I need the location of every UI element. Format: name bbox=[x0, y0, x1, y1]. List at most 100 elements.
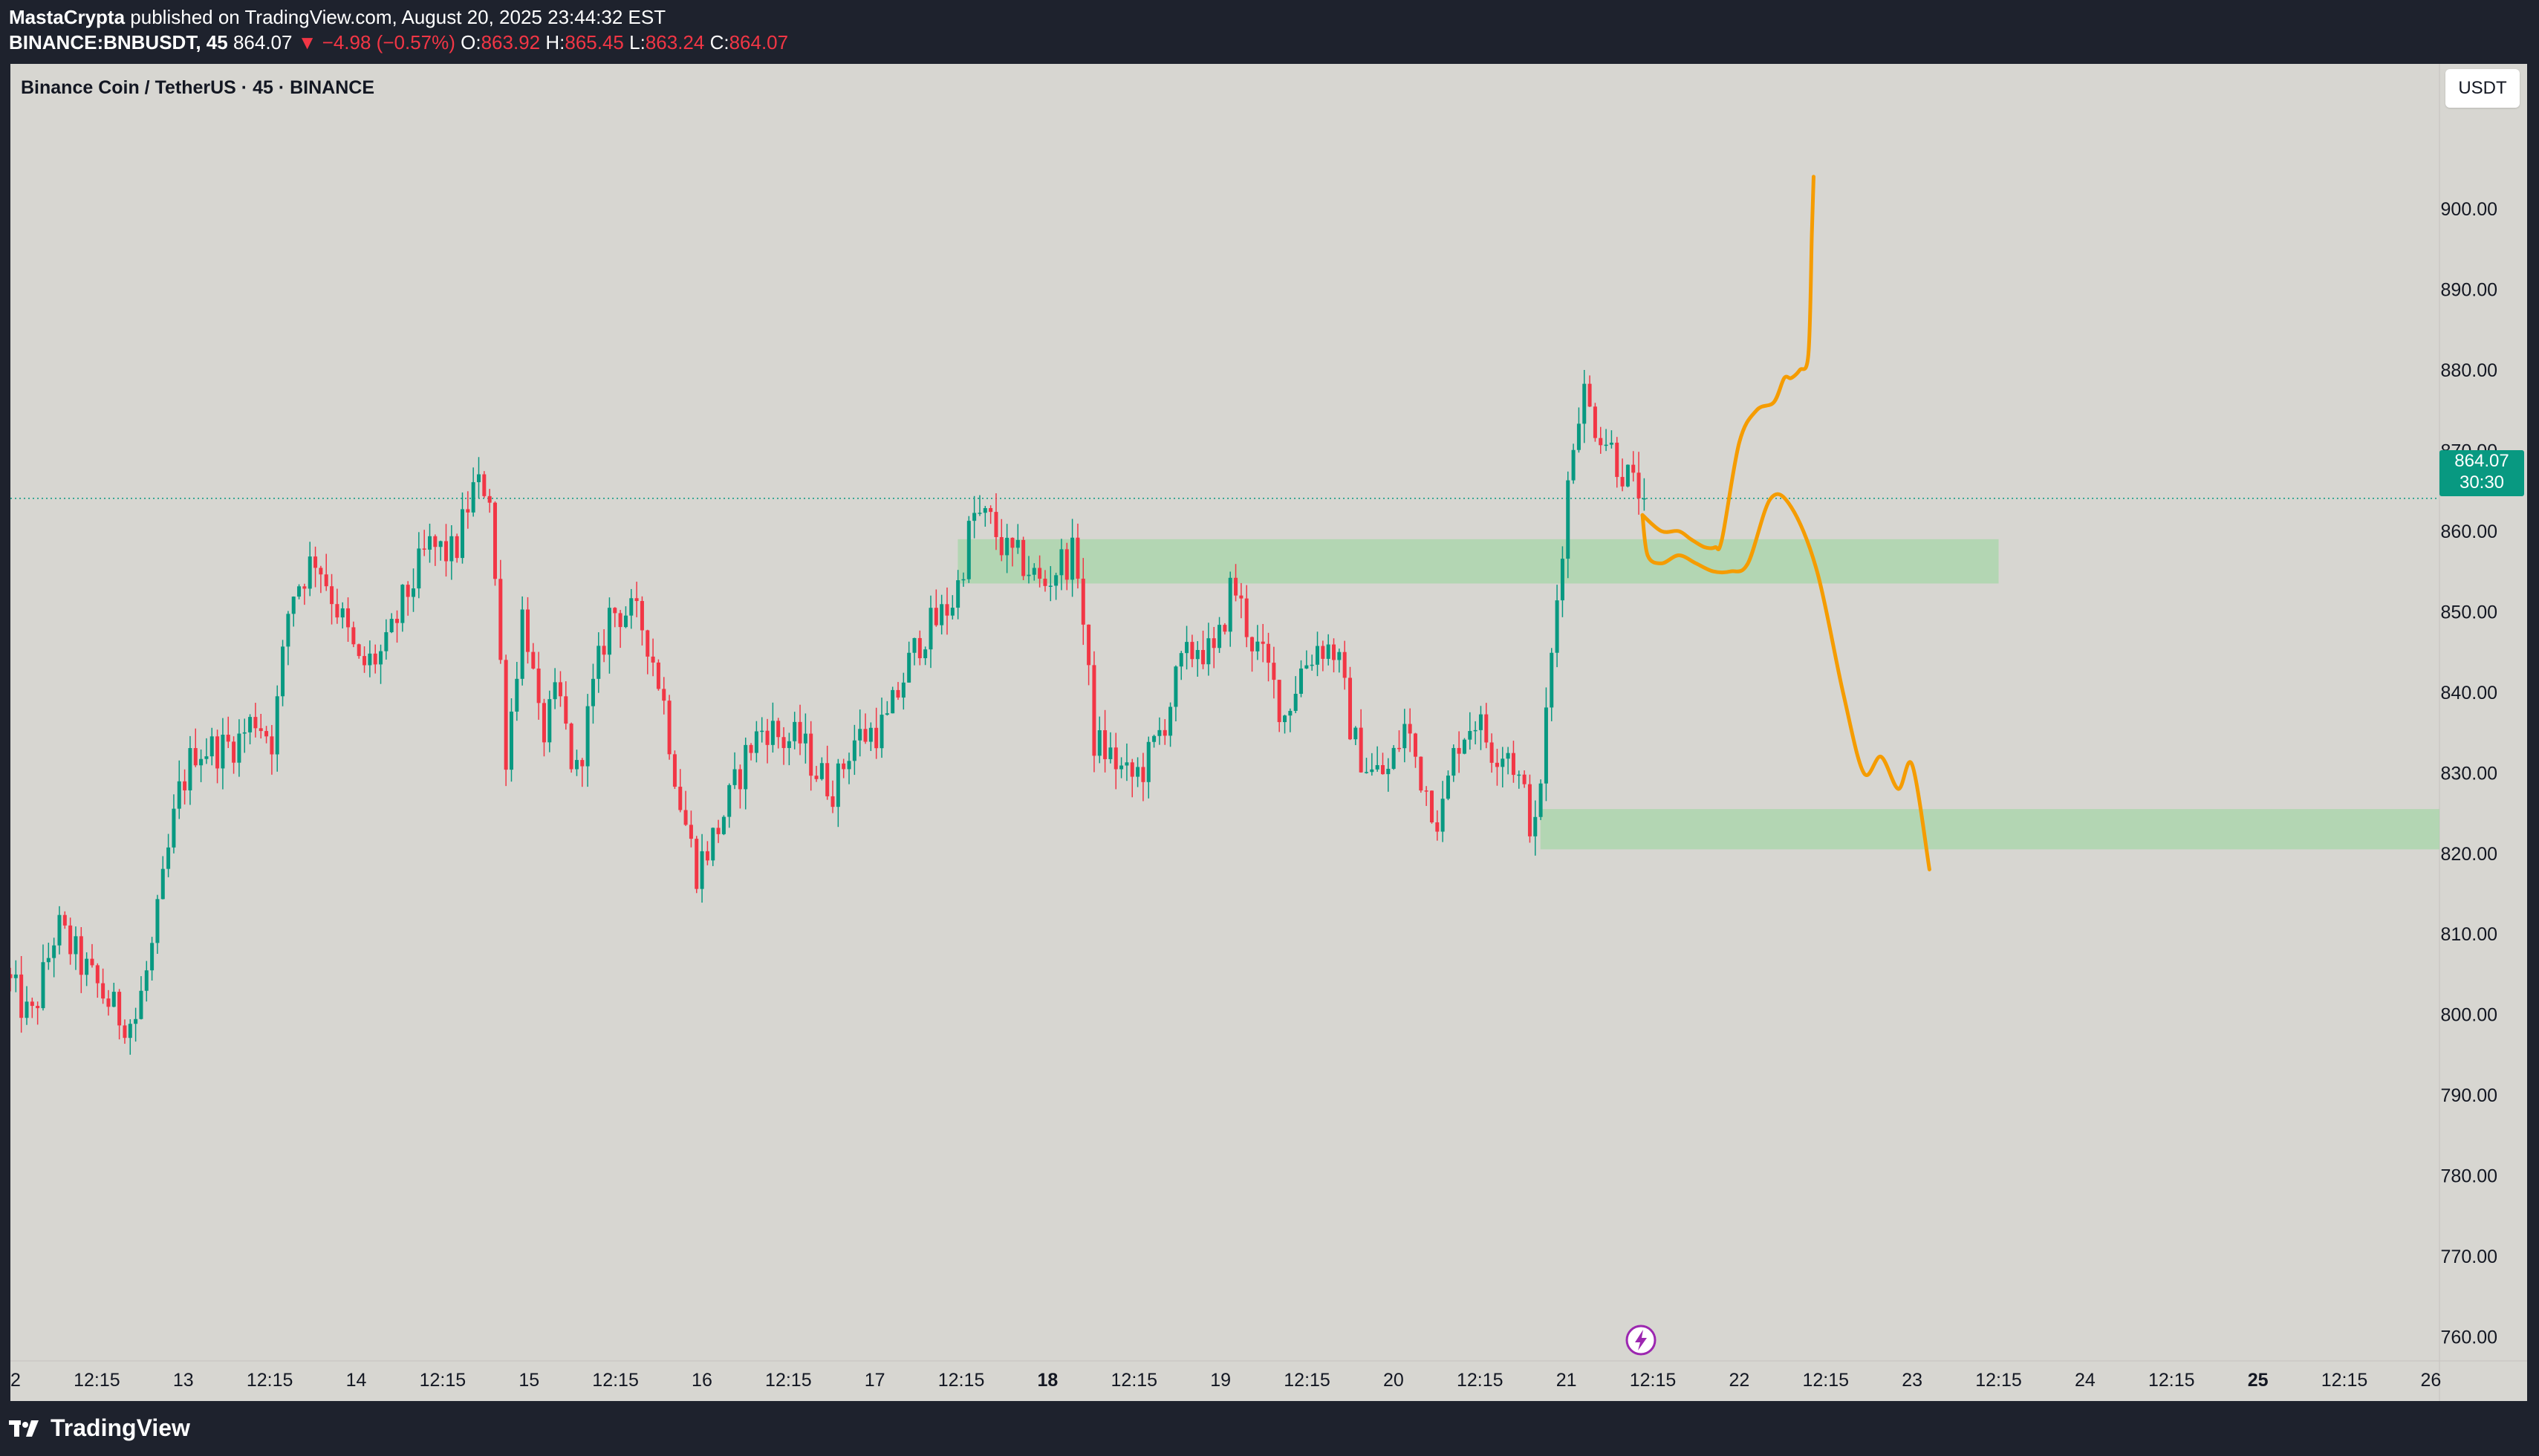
y-tick-label: 800.00 bbox=[2441, 1005, 2497, 1026]
candle-body bbox=[1604, 444, 1608, 446]
candle-body bbox=[956, 580, 960, 608]
x-tick-label: 12:15 bbox=[420, 1370, 466, 1391]
publish-info: MastaCrypta published on TradingView.com… bbox=[9, 6, 666, 29]
candle-body bbox=[863, 729, 868, 742]
candle-body bbox=[874, 727, 879, 749]
x-tick-label: 19 bbox=[1210, 1370, 1231, 1391]
candle-body bbox=[793, 721, 797, 741]
candle-body bbox=[1255, 641, 1260, 651]
candle-body bbox=[1206, 638, 1211, 665]
candle-body bbox=[30, 1001, 34, 1007]
candle-body bbox=[1043, 579, 1047, 586]
candle-body bbox=[351, 627, 356, 645]
candle-body bbox=[1484, 714, 1489, 743]
candle-body bbox=[204, 756, 209, 759]
candle-body bbox=[286, 614, 290, 647]
open-label: O: bbox=[461, 31, 481, 53]
candle-body bbox=[732, 769, 737, 785]
candle-body bbox=[357, 644, 361, 657]
candle-body bbox=[1277, 680, 1281, 723]
chart-area[interactable]: 760.00 770.00 780.00 790.00 800.00 810.00 820.… bbox=[10, 64, 2527, 1401]
x-tick-label: 12:15 bbox=[938, 1370, 985, 1391]
author-name[interactable]: MastaCrypta bbox=[9, 6, 126, 28]
x-tick-label: 24 bbox=[2075, 1370, 2096, 1391]
y-tick-label: 860.00 bbox=[2441, 521, 2497, 542]
last-price: 864.07 bbox=[233, 31, 293, 53]
candle-body bbox=[1538, 783, 1543, 817]
x-tick-label: 12:15 bbox=[1802, 1370, 1849, 1391]
candle-body bbox=[117, 992, 122, 1026]
candle-body bbox=[1615, 442, 1619, 478]
bullish-path bbox=[1640, 175, 1815, 551]
support-zone bbox=[1540, 809, 2439, 850]
publish-date: published on TradingView.com, August 20,… bbox=[130, 6, 666, 28]
candle-body bbox=[765, 730, 770, 745]
y-tick-label: 880.00 bbox=[2441, 360, 2497, 381]
candle-body bbox=[144, 970, 149, 991]
candle-body bbox=[711, 828, 715, 861]
candle-body bbox=[319, 568, 323, 575]
candle-body bbox=[302, 586, 307, 589]
y-tick-label: 830.00 bbox=[2441, 763, 2497, 784]
candle-body bbox=[79, 936, 83, 975]
candle-body bbox=[721, 816, 726, 834]
candle-body bbox=[754, 731, 758, 753]
y-tick-label: 850.00 bbox=[2441, 602, 2497, 623]
candle-body bbox=[1473, 729, 1477, 732]
lightning-icon[interactable] bbox=[1623, 1322, 1659, 1358]
candle-body bbox=[10, 974, 13, 978]
candle-body bbox=[111, 992, 116, 1007]
x-tick-label: 17 bbox=[865, 1370, 885, 1391]
candle-body bbox=[1625, 464, 1630, 487]
candle-body bbox=[291, 597, 296, 614]
candle-body bbox=[1386, 768, 1391, 775]
candle-body bbox=[1468, 731, 1472, 740]
candle-body bbox=[438, 541, 443, 547]
candle-body bbox=[1326, 644, 1330, 659]
candle-body bbox=[1631, 464, 1636, 473]
candle-body bbox=[912, 637, 917, 653]
x-tick-label: 14 bbox=[346, 1370, 367, 1391]
price-chart[interactable]: 760.00 770.00 780.00 790.00 800.00 810.00 820.… bbox=[10, 64, 2527, 1401]
y-tick-label: 760.00 bbox=[2441, 1327, 2497, 1348]
currency-button[interactable]: USDT bbox=[2445, 69, 2520, 108]
candle-body bbox=[1119, 765, 1124, 770]
candle-body bbox=[667, 701, 672, 755]
candle-body bbox=[770, 721, 775, 745]
candle-body bbox=[1370, 769, 1374, 773]
candle-body bbox=[1032, 568, 1036, 575]
candle-body bbox=[1010, 537, 1015, 548]
candle-body bbox=[1250, 637, 1255, 651]
candle-body bbox=[1457, 747, 1461, 754]
candle-body bbox=[1375, 764, 1379, 770]
candle-body bbox=[1179, 653, 1183, 667]
candle-body bbox=[1267, 643, 1271, 663]
candle-body bbox=[727, 784, 732, 817]
candle-body bbox=[1293, 693, 1298, 711]
candle-body bbox=[85, 958, 89, 975]
candle-body bbox=[19, 974, 24, 1018]
tradingview-logo[interactable]: TradingView bbox=[9, 1414, 190, 1442]
candle-body bbox=[275, 696, 279, 755]
candle-body bbox=[585, 706, 590, 767]
candle-body bbox=[1070, 537, 1075, 580]
candle-body bbox=[1337, 651, 1342, 660]
candle-body bbox=[74, 936, 78, 955]
candle-body bbox=[1048, 585, 1053, 587]
candle-body bbox=[433, 536, 438, 547]
candle-body bbox=[940, 604, 944, 625]
candle-body bbox=[1223, 625, 1227, 632]
candle-body bbox=[1038, 568, 1042, 579]
candle-body bbox=[1272, 663, 1276, 680]
candle-body bbox=[1642, 498, 1646, 500]
candle-body bbox=[1239, 595, 1244, 599]
candle-body bbox=[1163, 729, 1167, 736]
y-tick-label: 820.00 bbox=[2441, 844, 2497, 865]
candle-body bbox=[901, 682, 906, 698]
candle-body bbox=[270, 736, 274, 755]
x-tick-label: 12:15 bbox=[1284, 1370, 1330, 1391]
candle-body bbox=[123, 1025, 127, 1039]
candle-body bbox=[596, 646, 601, 679]
candle-body bbox=[1489, 742, 1494, 763]
candle-body bbox=[400, 585, 405, 623]
